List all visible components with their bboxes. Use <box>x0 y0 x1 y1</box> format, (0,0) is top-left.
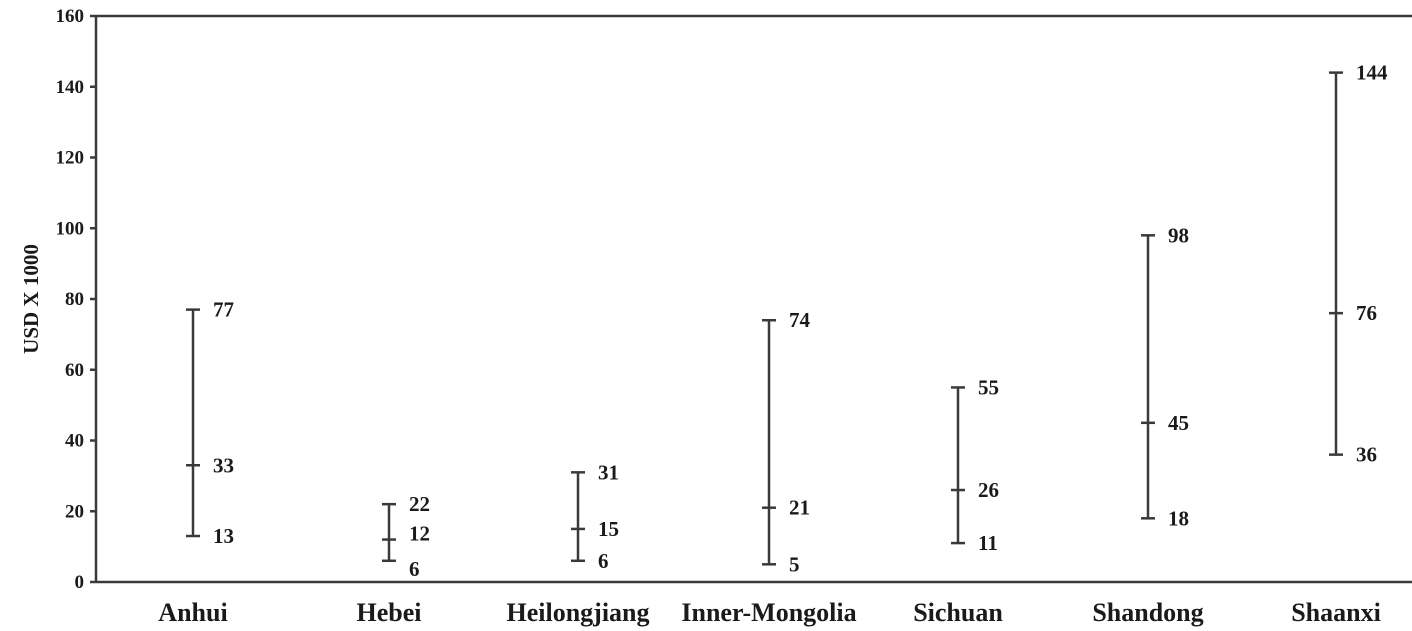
max-value-label: 74 <box>789 308 811 332</box>
min-value-label: 36 <box>1356 443 1377 467</box>
min-value-label: 11 <box>978 531 998 555</box>
mid-value-label: 76 <box>1356 301 1377 325</box>
max-value-label: 77 <box>213 298 234 322</box>
y-tick-label: 20 <box>65 501 84 522</box>
min-value-label: 13 <box>213 524 234 548</box>
y-tick-label: 60 <box>65 360 84 381</box>
y-tick-label: 0 <box>75 572 85 593</box>
min-value-label: 6 <box>598 549 609 573</box>
max-value-label: 22 <box>409 492 430 516</box>
x-axis: Anhui Hebei Heilongjiang Inner-Mongolia Sich… <box>96 580 1412 627</box>
y-tick-label: 120 <box>56 148 85 169</box>
y-axis: 0 20 40 60 80 100 120 140 160 <box>56 6 1412 593</box>
x-category-label: Hebei <box>357 598 422 627</box>
y-tick-label: 100 <box>56 218 85 239</box>
max-value-label: 144 <box>1356 61 1388 85</box>
x-category-label: Anhui <box>158 598 227 627</box>
min-value-label: 6 <box>409 557 420 581</box>
x-category-label: Sichuan <box>913 598 1003 627</box>
x-category-label: Heilongjiang <box>506 598 649 627</box>
y-axis-title: USD X 1000 <box>19 244 43 354</box>
mid-value-label: 26 <box>978 478 999 502</box>
y-tick-label: 160 <box>56 6 85 27</box>
x-category-label: Shaanxi <box>1291 598 1381 627</box>
x-category-label: Shandong <box>1092 598 1203 627</box>
y-tick-label: 80 <box>65 289 84 310</box>
min-value-label: 5 <box>789 552 800 576</box>
mid-value-label: 12 <box>409 522 430 546</box>
max-value-label: 55 <box>978 375 999 399</box>
mid-value-label: 21 <box>789 496 810 520</box>
mid-value-label: 45 <box>1168 411 1189 435</box>
mid-value-label: 15 <box>598 517 619 541</box>
max-value-label: 31 <box>598 460 619 484</box>
y-tick-label: 140 <box>56 77 85 98</box>
mid-value-label: 33 <box>213 453 234 477</box>
max-value-label: 98 <box>1168 223 1189 247</box>
min-value-label: 18 <box>1168 506 1189 530</box>
x-category-label: Inner-Mongolia <box>681 598 856 627</box>
y-tick-label: 40 <box>65 431 84 452</box>
